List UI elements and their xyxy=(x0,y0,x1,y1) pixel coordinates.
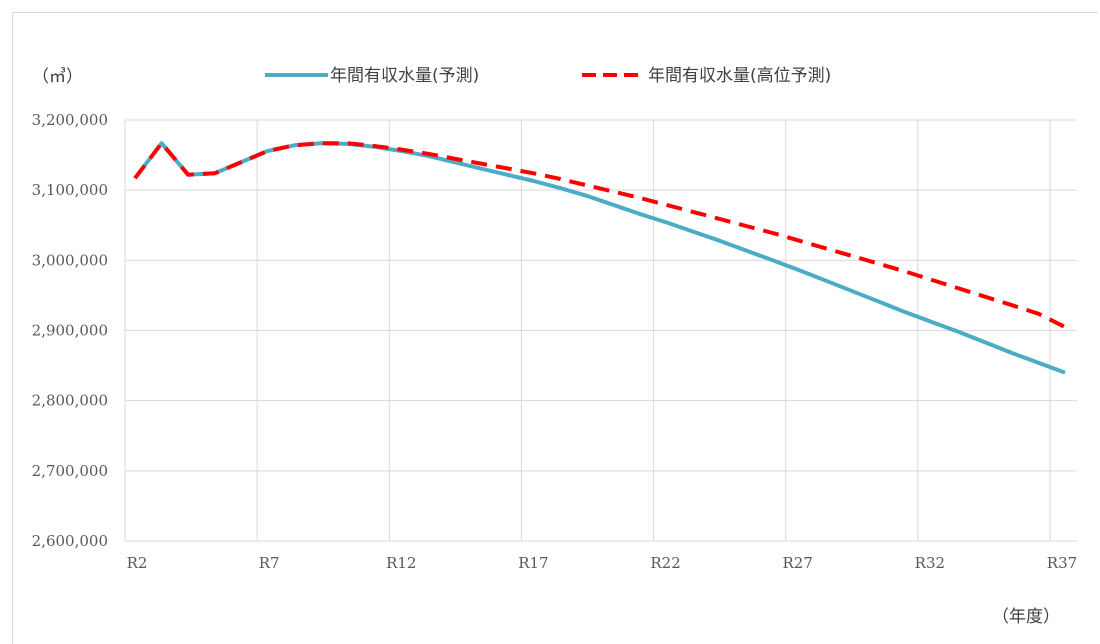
y-tick-label: 2,800,000 xyxy=(32,392,108,410)
x-axis-unit-label: （年度） xyxy=(992,607,1060,627)
chart-frame xyxy=(12,12,1098,644)
x-axis-ticks: R2 R7 R12 R17 R22 R27 R32 R37 xyxy=(127,554,1078,572)
series-lines xyxy=(133,141,1066,375)
legend-label-high-forecast: 年間有収水量(高位予測) xyxy=(648,66,831,86)
y-tick-label: 3,200,000 xyxy=(32,111,108,129)
x-tick-label: R32 xyxy=(915,554,945,572)
x-tick-label: R27 xyxy=(783,554,813,572)
y-tick-label: 2,900,000 xyxy=(32,322,108,340)
y-tick-label: 3,000,000 xyxy=(32,251,108,269)
x-tick-label: R17 xyxy=(518,554,548,572)
gridlines xyxy=(124,119,1077,542)
x-tick-label: R2 xyxy=(127,554,148,572)
y-axis-unit-label: （㎥） xyxy=(32,67,83,87)
y-tick-label: 2,700,000 xyxy=(32,462,108,480)
series-line-forecast xyxy=(133,141,1066,375)
legend-label-forecast: 年間有収水量(予測) xyxy=(330,66,479,86)
y-tick-label: 3,100,000 xyxy=(32,181,108,199)
y-axis-ticks: 3,200,000 3,100,000 3,000,000 2,900,000 2,80… xyxy=(32,111,108,550)
x-tick-label: R12 xyxy=(386,554,416,572)
x-tick-label: R37 xyxy=(1047,554,1077,572)
x-tick-label: R22 xyxy=(650,554,680,572)
x-tick-label: R7 xyxy=(259,554,280,572)
y-tick-label: 2,600,000 xyxy=(32,532,108,550)
legend: 年間有収水量(予測) 年間有収水量(高位予測) xyxy=(265,66,831,86)
series-line-high-forecast xyxy=(133,141,1066,329)
